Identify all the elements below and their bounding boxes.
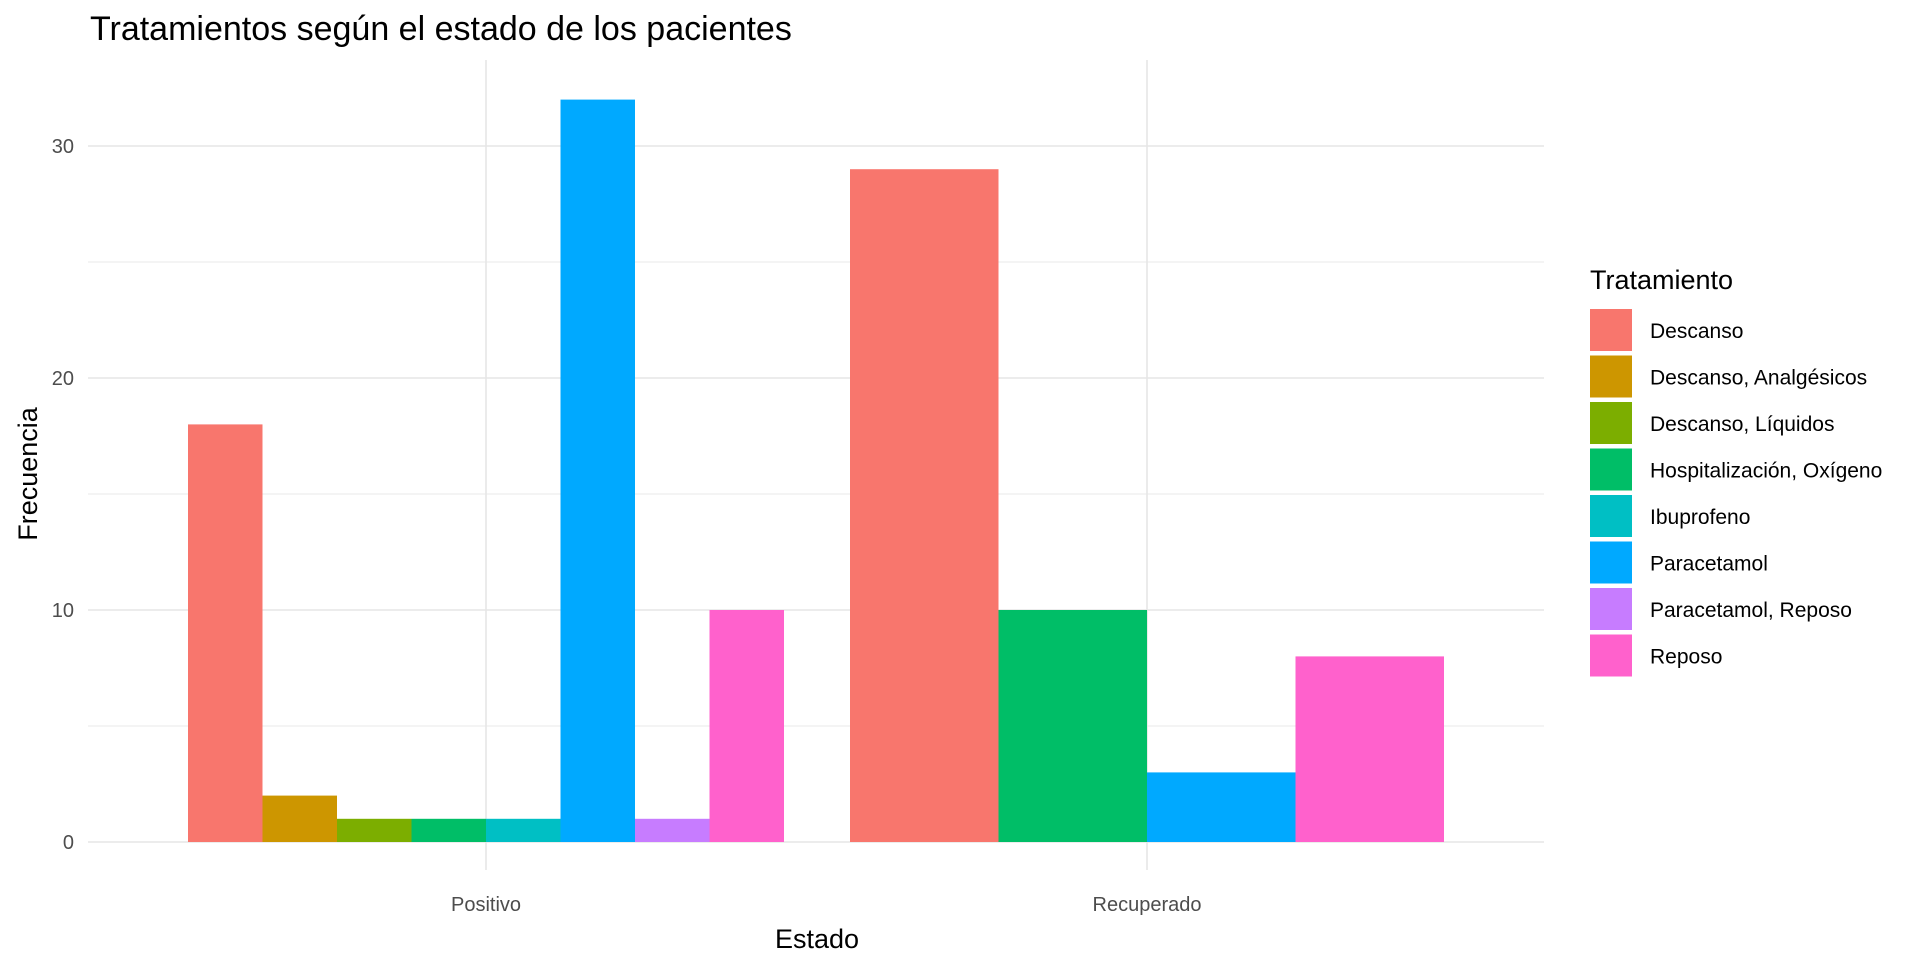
x-tick-label: Positivo <box>451 894 521 916</box>
legend-swatch <box>1590 541 1632 584</box>
legend-swatch <box>1590 402 1632 444</box>
legend: Tratamiento Descanso Descanso, Analgésico… <box>1590 265 1882 677</box>
bar <box>1147 772 1296 842</box>
bar <box>635 818 710 842</box>
bar <box>850 169 999 842</box>
y-tick-label: 20 <box>52 368 74 390</box>
bar <box>1295 656 1444 842</box>
y-tick-label: 30 <box>52 136 74 158</box>
bar <box>560 99 635 843</box>
bar <box>337 818 412 842</box>
x-axis-title: Estado <box>775 924 859 954</box>
chart-title: Tratamientos según el estado de los paci… <box>90 10 792 48</box>
bar <box>998 610 1147 842</box>
legend-swatch <box>1590 495 1632 537</box>
legend-label: Ibuprofeno <box>1650 506 1750 529</box>
bars <box>188 99 1444 843</box>
bar <box>486 818 561 842</box>
legend-label: Hospitalización, Oxígeno <box>1650 460 1882 483</box>
legend-swatch <box>1590 588 1632 630</box>
x-tick-label: Recuperado <box>1093 894 1202 916</box>
legend-label: Paracetamol <box>1650 553 1768 576</box>
y-axis-ticks: 0 10 20 30 <box>52 136 74 854</box>
bar <box>188 424 263 842</box>
legend-swatch <box>1590 634 1632 677</box>
x-axis-ticks: Positivo Recuperado <box>451 894 1202 916</box>
legend-label: Paracetamol, Reposo <box>1650 599 1852 622</box>
legend-label: Descanso <box>1650 320 1743 343</box>
legend-label: Descanso, Líquidos <box>1650 413 1834 436</box>
legend-title: Tratamiento <box>1590 265 1733 295</box>
bar <box>709 610 784 842</box>
legend-swatch <box>1590 309 1632 351</box>
y-axis-title: Frecuencia <box>13 406 43 541</box>
y-tick-label: 10 <box>52 600 74 622</box>
legend-label: Descanso, Analgésicos <box>1650 367 1867 390</box>
bar <box>411 818 486 842</box>
legend-swatch <box>1590 355 1632 398</box>
bar <box>262 795 337 842</box>
legend-swatch <box>1590 448 1632 491</box>
y-tick-label: 0 <box>63 832 74 854</box>
legend-label: Reposo <box>1650 646 1722 669</box>
